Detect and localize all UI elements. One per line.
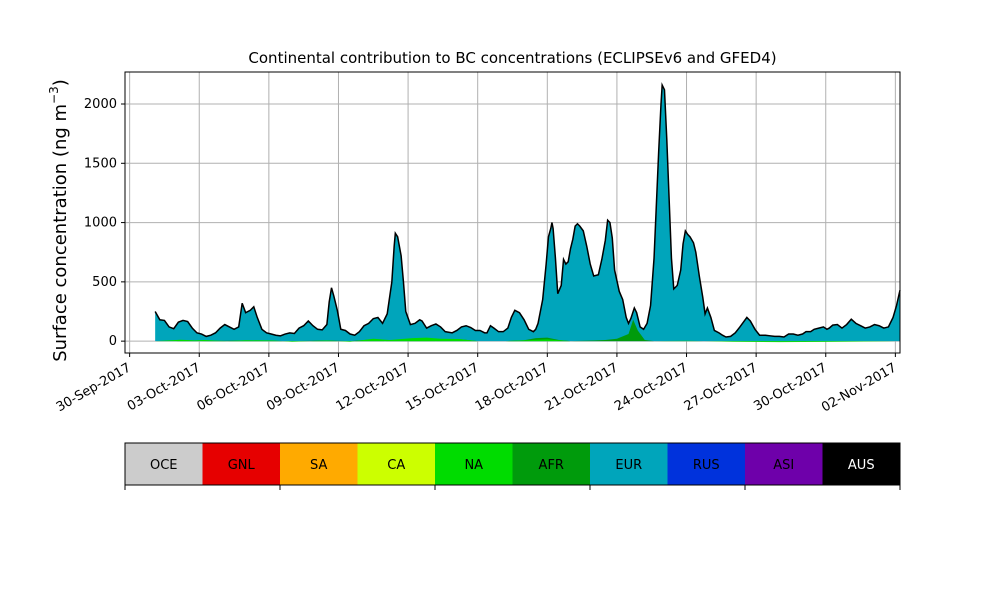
y-axis-label-exponent: −3	[47, 86, 61, 104]
x-tick-label: 30-Oct-2017	[751, 360, 829, 414]
x-tick-label: 21-Oct-2017	[543, 360, 621, 414]
legend-label-eur: EUR	[615, 458, 642, 473]
x-tick-label: 06-Oct-2017	[194, 360, 272, 414]
y-axis-label-close: )	[50, 79, 71, 86]
x-tick-label: 03-Oct-2017	[125, 360, 203, 414]
total-outline	[154, 82, 901, 338]
legend-label-gnl: GNL	[228, 458, 256, 473]
chart-title: Continental contribution to BC concentra…	[248, 49, 776, 67]
legend-label-ca: CA	[387, 458, 405, 473]
legend-label-rus: RUS	[693, 458, 720, 473]
x-tick-label: 02-Nov-2017	[819, 360, 899, 415]
legend-swatch-asi	[745, 443, 823, 485]
legend-label-oce: OCE	[150, 458, 178, 473]
plot-frame	[124, 71, 901, 354]
x-tick-label: 27-Oct-2017	[682, 360, 760, 414]
x-tick-label: 18-Oct-2017	[473, 360, 551, 414]
legend-label-sa: SA	[310, 458, 327, 473]
x-tick-label: 09-Oct-2017	[264, 360, 342, 414]
legend-swatch-gnl	[202, 443, 280, 485]
legend-swatch-sa	[280, 443, 358, 485]
y-axis-label-main: Surface concentration	[50, 163, 71, 362]
y-tick-label: 2000	[84, 97, 117, 112]
y-axis-label-unit: (ng m	[50, 104, 71, 157]
legend-swatch-eur	[590, 443, 668, 485]
legend-swatch-ca	[357, 443, 435, 485]
area-na	[155, 337, 896, 343]
x-tick-label: 30-Sep-2017	[54, 360, 134, 415]
legend-label-asi: ASI	[773, 458, 794, 473]
legend-label-na: NA	[464, 458, 483, 473]
legend-label-aus: AUS	[848, 458, 875, 473]
y-tick-label: 0	[109, 334, 117, 349]
area-eur	[155, 85, 900, 342]
legend-swatch-oce	[125, 443, 203, 485]
y-tick-label: 1000	[84, 216, 117, 231]
axes: 0 500 1000 1500 2000 30-Sep-201703-Oct-201706…	[54, 71, 901, 415]
y-axis-label: Surface concentration (ng m−3)	[47, 79, 71, 362]
legend-swatch-afr	[512, 443, 590, 485]
x-tick-label: 15-Oct-2017	[403, 360, 481, 414]
x-tick-label: 24-Oct-2017	[612, 360, 690, 414]
legend-swatch-rus	[667, 443, 745, 485]
legend-swatch-aus	[822, 443, 900, 485]
legend-frame	[124, 442, 901, 486]
area-series	[154, 82, 901, 343]
colorbar-legend: OCE GNL SA CA NA AFR EUR RUS ASI AUS	[124, 442, 901, 490]
x-tick-label: 12-Oct-2017	[334, 360, 412, 414]
y-tick-label: 500	[92, 275, 117, 290]
legend-swatch-na	[435, 443, 513, 485]
legend-label-afr: AFR	[539, 458, 564, 473]
y-tick-label: 1500	[84, 156, 117, 171]
